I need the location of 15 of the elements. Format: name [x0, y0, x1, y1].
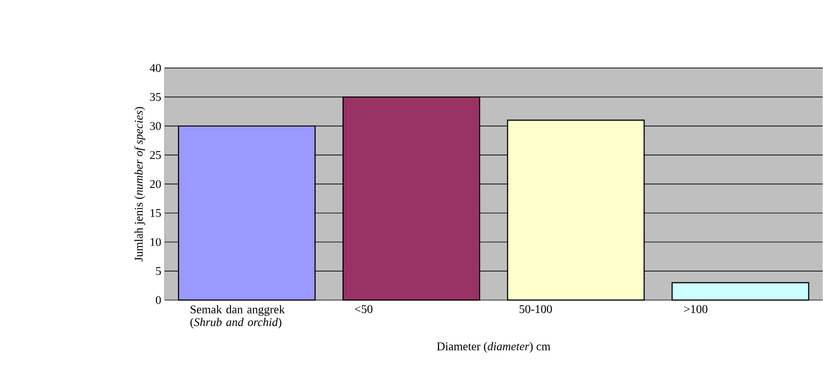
x-axis-title: Diameter (diameter) cm [436, 342, 550, 353]
y-tick-label: 20 [150, 180, 161, 188]
x-tick-label: Semak dan anggrek (Shrub and orchid) [190, 305, 285, 329]
y-axis-title: Jumlah jenis (number of species) [134, 107, 146, 262]
y-tick-label: 5 [156, 267, 161, 276]
y-tick-label: 40 [150, 64, 161, 72]
x-tick-label: 50-100 [520, 305, 552, 314]
y-tick-label: 30 [150, 122, 161, 130]
y-tick-label: 35 [150, 93, 161, 102]
x-tick-label: <50 [355, 305, 372, 314]
y-tick-label: 15 [150, 209, 161, 218]
x-tick-label: >100 [684, 305, 708, 314]
y-tick-label: 10 [150, 238, 161, 246]
y-tick-label: 0 [156, 296, 161, 304]
y-tick-label: 25 [150, 151, 161, 160]
